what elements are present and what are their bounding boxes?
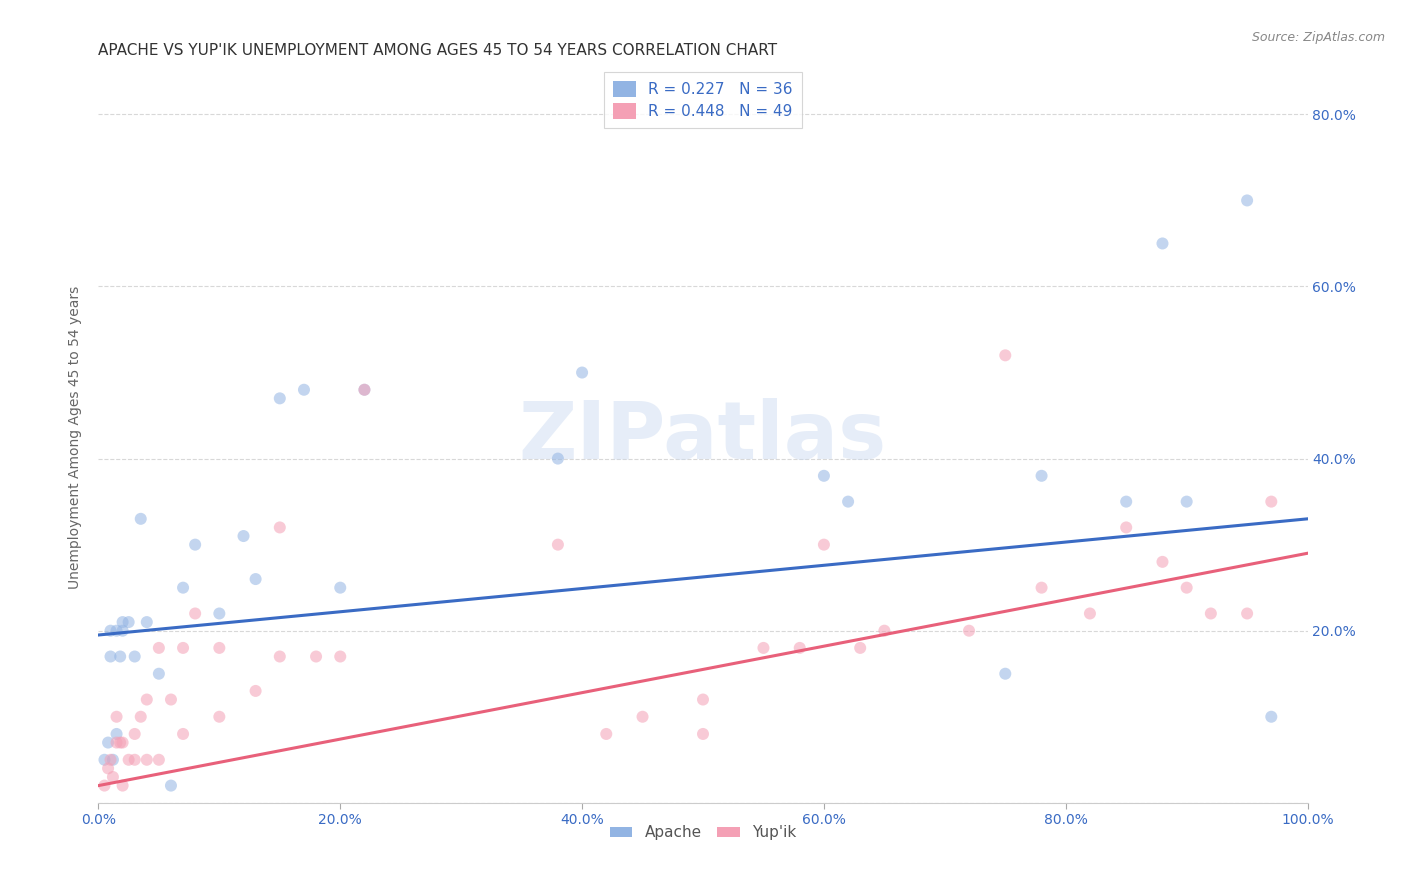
Point — [873, 624, 896, 638]
Point — [1236, 607, 1258, 621]
Point — [101, 770, 124, 784]
Point — [1175, 581, 1198, 595]
Point — [208, 640, 231, 655]
Point — [105, 710, 128, 724]
Point — [135, 615, 157, 629]
Point — [692, 727, 714, 741]
Point — [849, 640, 872, 655]
Point — [105, 735, 128, 749]
Point — [111, 624, 134, 638]
Point — [245, 572, 267, 586]
Point — [269, 649, 291, 664]
Point — [172, 581, 194, 595]
Point — [813, 468, 835, 483]
Legend: Apache, Yup'ik: Apache, Yup'ik — [603, 819, 803, 847]
Point — [100, 624, 122, 638]
Point — [353, 383, 375, 397]
Point — [957, 624, 980, 638]
Point — [547, 538, 569, 552]
Point — [101, 753, 124, 767]
Point — [148, 640, 170, 655]
Point — [208, 607, 231, 621]
Point — [97, 761, 120, 775]
Point — [789, 640, 811, 655]
Point — [1199, 607, 1222, 621]
Point — [631, 710, 654, 724]
Point — [108, 649, 131, 664]
Point — [1175, 494, 1198, 508]
Point — [124, 727, 146, 741]
Point — [837, 494, 859, 508]
Text: ZIPatlas: ZIPatlas — [519, 398, 887, 476]
Point — [124, 649, 146, 664]
Point — [148, 666, 170, 681]
Point — [1260, 494, 1282, 508]
Point — [111, 615, 134, 629]
Point — [129, 512, 152, 526]
Point — [329, 581, 352, 595]
Point — [1236, 194, 1258, 208]
Point — [118, 615, 141, 629]
Point — [111, 735, 134, 749]
Point — [184, 607, 207, 621]
Point — [172, 640, 194, 655]
Point — [160, 779, 183, 793]
Point — [108, 735, 131, 749]
Point — [571, 366, 593, 380]
Point — [292, 383, 315, 397]
Point — [172, 727, 194, 741]
Point — [105, 727, 128, 741]
Point — [184, 538, 207, 552]
Text: APACHE VS YUP'IK UNEMPLOYMENT AMONG AGES 45 TO 54 YEARS CORRELATION CHART: APACHE VS YUP'IK UNEMPLOYMENT AMONG AGES… — [98, 43, 778, 58]
Text: Source: ZipAtlas.com: Source: ZipAtlas.com — [1251, 31, 1385, 45]
Point — [595, 727, 617, 741]
Point — [1031, 468, 1053, 483]
Point — [692, 692, 714, 706]
Point — [93, 779, 115, 793]
Point — [105, 624, 128, 638]
Point — [269, 392, 291, 406]
Point — [160, 692, 183, 706]
Point — [353, 383, 375, 397]
Point — [245, 684, 267, 698]
Point — [148, 753, 170, 767]
Y-axis label: Unemployment Among Ages 45 to 54 years: Unemployment Among Ages 45 to 54 years — [69, 285, 83, 589]
Point — [1152, 555, 1174, 569]
Point — [232, 529, 254, 543]
Point — [994, 348, 1017, 362]
Point — [1115, 494, 1137, 508]
Point — [135, 692, 157, 706]
Point — [1078, 607, 1101, 621]
Point — [124, 753, 146, 767]
Point — [135, 753, 157, 767]
Point — [93, 753, 115, 767]
Point — [111, 779, 134, 793]
Point — [100, 649, 122, 664]
Point — [100, 753, 122, 767]
Point — [305, 649, 328, 664]
Point — [1152, 236, 1174, 251]
Point — [118, 753, 141, 767]
Point — [97, 735, 120, 749]
Point — [994, 666, 1017, 681]
Point — [1115, 520, 1137, 534]
Point — [129, 710, 152, 724]
Point — [752, 640, 775, 655]
Point — [208, 710, 231, 724]
Point — [547, 451, 569, 466]
Point — [813, 538, 835, 552]
Point — [269, 520, 291, 534]
Point — [1031, 581, 1053, 595]
Point — [1260, 710, 1282, 724]
Point — [329, 649, 352, 664]
